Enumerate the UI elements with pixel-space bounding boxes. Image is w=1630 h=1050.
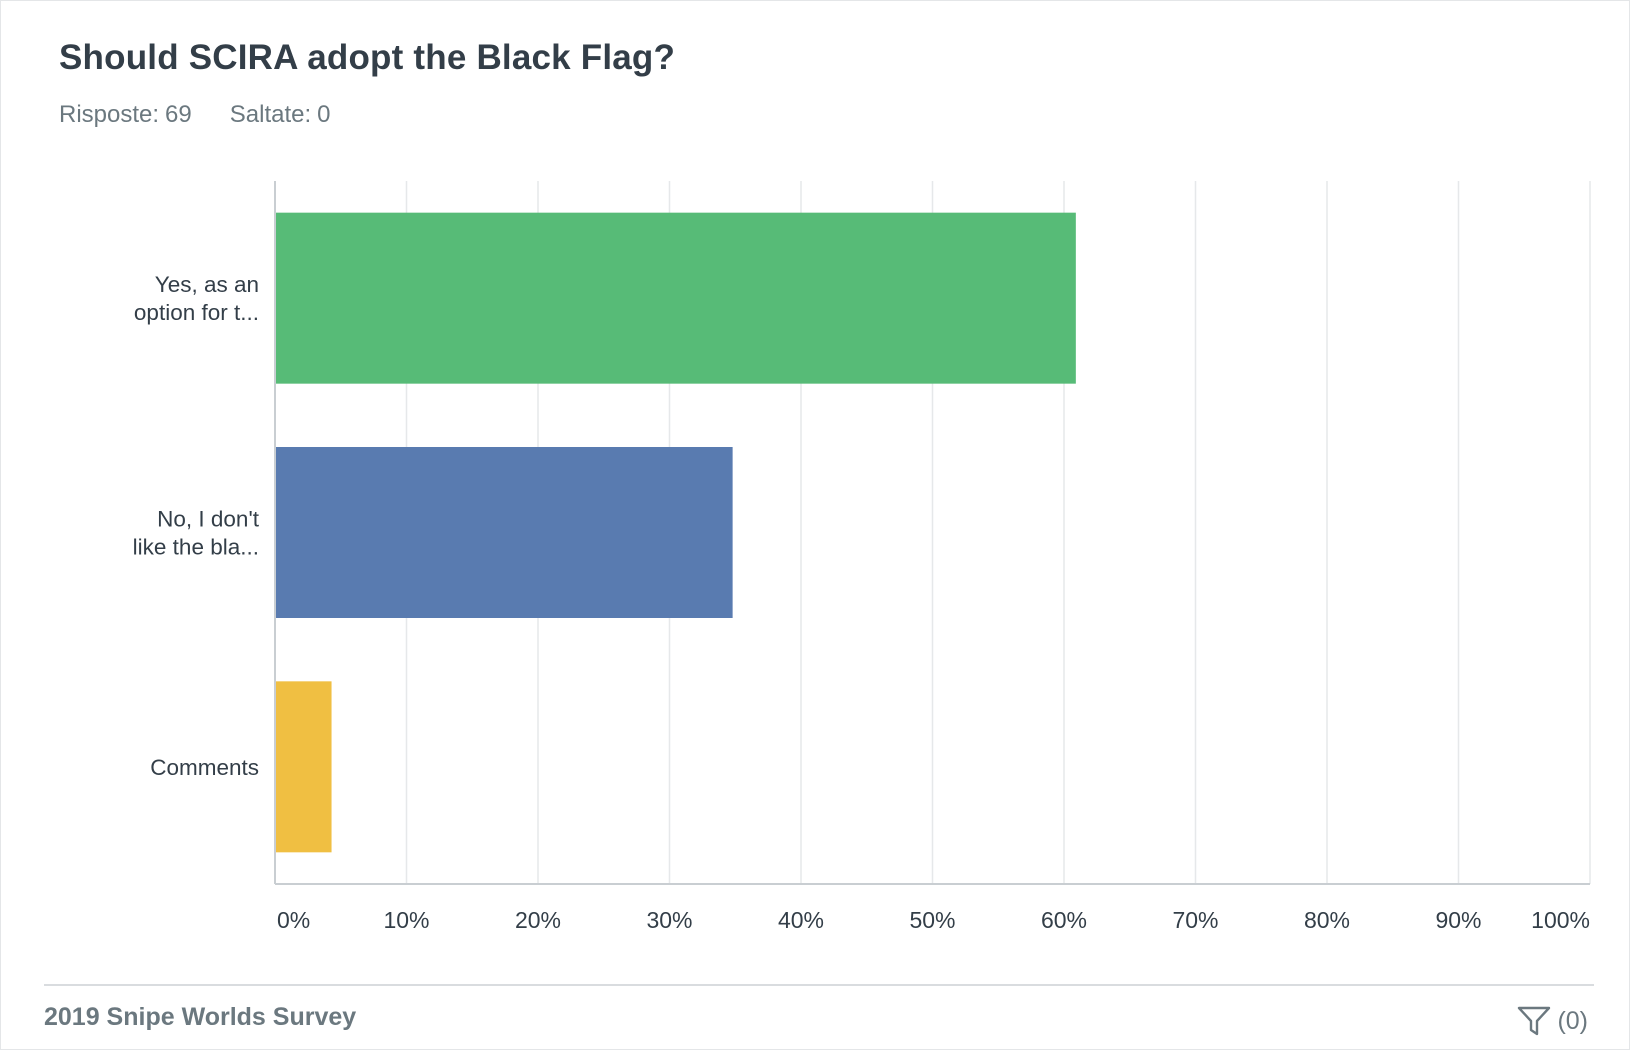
bar-chart: Yes, as an option for t... No, I don't like… — [133, 181, 1591, 933]
footer-divider — [44, 984, 1594, 986]
answered-stat: Risposte: 69 — [59, 101, 192, 129]
x-tick-label: 100% — [1531, 907, 1590, 933]
bar[interactable] — [275, 447, 733, 618]
x-tick-label: 30% — [646, 907, 692, 933]
bar[interactable] — [275, 681, 332, 853]
bar[interactable] — [275, 212, 1076, 384]
category-label: No, I don't like the bla... — [133, 507, 260, 560]
category-labels: Yes, as an option for t... No, I don't like… — [133, 272, 260, 780]
category-label: Yes, as an option for t... — [134, 272, 259, 325]
x-tick-labels: 0% 10% 20% 30% 40% 50% 60% 70% 80% 90% 100% — [277, 907, 1590, 933]
skipped-value: 0 — [317, 101, 331, 128]
skipped-label: Saltate: — [229, 101, 312, 128]
skipped-stat: Saltate: 0 — [230, 101, 331, 129]
filter-icon — [1518, 1006, 1551, 1036]
x-tick-label: 90% — [1435, 907, 1481, 933]
x-tick-label: 80% — [1304, 907, 1350, 933]
answered-value: 69 — [165, 101, 192, 128]
x-tick-label: 20% — [515, 907, 561, 933]
question-title: Should SCIRA adopt the Black Flag? — [59, 38, 676, 77]
answered-label: Risposte: — [59, 101, 160, 128]
filter-button[interactable]: (0) — [1517, 1005, 1588, 1037]
x-tick-label: 60% — [1041, 907, 1087, 933]
x-tick-label: 0% — [277, 907, 310, 933]
x-tick-label: 70% — [1172, 907, 1218, 933]
x-tick-label: 50% — [909, 907, 955, 933]
x-tick-label: 40% — [778, 907, 824, 933]
axes — [274, 181, 1590, 885]
filter-count: (0) — [1557, 1006, 1588, 1035]
category-label: Comments — [150, 755, 259, 780]
survey-name: 2019 Snipe Worlds Survey — [44, 1003, 357, 1031]
response-stats: Risposte: 69 Saltate: 0 — [59, 101, 369, 129]
x-tick-label: 10% — [383, 907, 429, 933]
bars — [275, 212, 1076, 853]
